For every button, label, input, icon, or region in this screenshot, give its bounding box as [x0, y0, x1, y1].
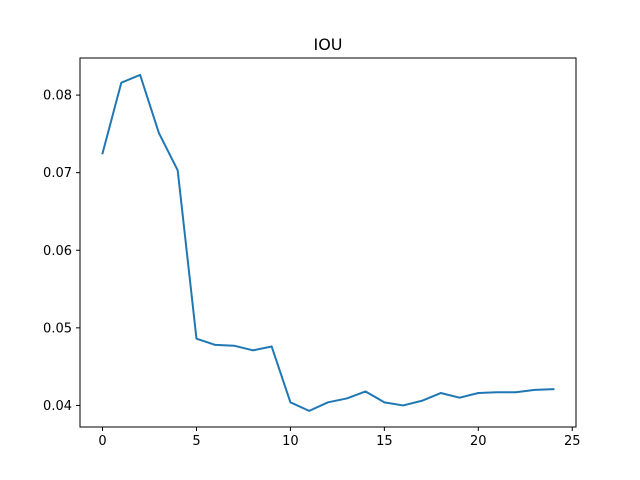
data-point	[496, 391, 498, 394]
data-point	[533, 389, 536, 391]
y-axis: 0.04 0.05 0.06 0.07 0.08	[43, 89, 80, 414]
x-tick-label: 15	[376, 434, 393, 449]
y-tick-label: 0.08	[43, 89, 72, 104]
plot-area-frame	[79, 57, 577, 428]
data-point	[214, 344, 217, 346]
data-point	[439, 392, 442, 394]
x-tick-label: 5	[192, 434, 200, 449]
x-tick-label: 0	[98, 434, 106, 449]
data-point	[552, 388, 555, 390]
data-point	[270, 345, 273, 348]
data-point	[345, 397, 348, 400]
x-tick-label: 10	[282, 434, 299, 449]
series-layer	[101, 73, 555, 412]
data-point	[101, 152, 104, 155]
data-point	[158, 132, 160, 134]
x-tick-label: 25	[564, 434, 581, 449]
data-point	[364, 390, 367, 393]
data-point	[421, 399, 423, 402]
data-point	[402, 404, 404, 407]
chart-title: IOU	[313, 35, 342, 54]
data-point	[515, 391, 517, 394]
y-tick-label: 0.06	[43, 244, 72, 259]
y-tick-label: 0.07	[43, 166, 72, 181]
data-point	[176, 169, 179, 172]
y-tick-label: 0.05	[43, 321, 72, 336]
data-point	[289, 401, 292, 404]
data-point	[308, 410, 311, 412]
data-point	[233, 344, 235, 347]
data-point	[139, 74, 141, 76]
y-tick-label: 0.04	[43, 399, 72, 414]
data-point	[327, 401, 329, 404]
x-axis: 0 5 10 15 20 25	[98, 427, 581, 449]
data-point	[458, 396, 461, 399]
data-point	[477, 392, 480, 394]
data-point	[383, 401, 386, 404]
x-tick-label: 20	[470, 434, 487, 449]
data-point	[195, 337, 198, 340]
data-point	[252, 349, 254, 352]
data-point	[120, 81, 123, 84]
